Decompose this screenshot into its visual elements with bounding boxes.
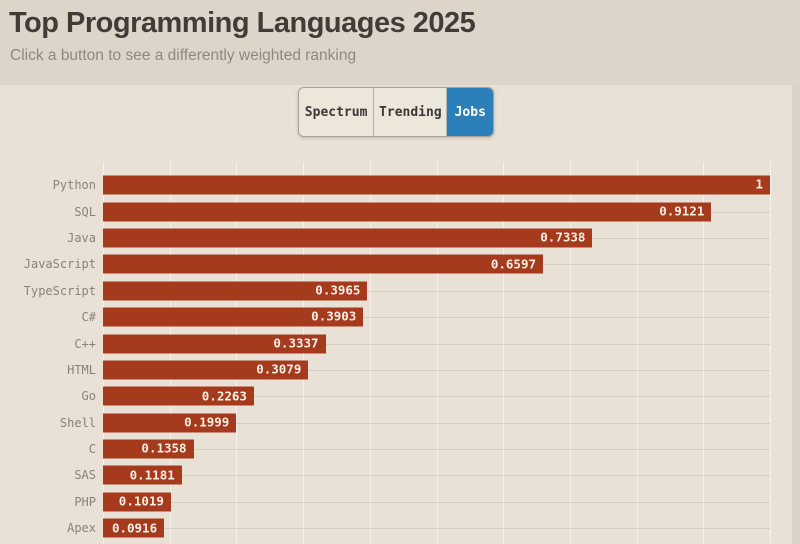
chart-row: Python 1 (0, 172, 792, 198)
bar: 0.1019 (103, 492, 171, 512)
spectrum-button[interactable]: Spectrum (299, 88, 375, 136)
chart-row: C 0.1358 (0, 436, 792, 462)
chart-row: TypeScript 0.3965 (0, 278, 792, 304)
bar: 0.9121 (103, 202, 712, 222)
bar-track: 0.1358 (103, 436, 770, 462)
bar: 0.3337 (103, 334, 326, 354)
bar-value: 0.3903 (311, 308, 357, 324)
bar-track: 0.3079 (103, 357, 770, 383)
bar: 0.2263 (103, 386, 254, 406)
bar-label: SAS (74, 468, 96, 483)
bar-track: 0.0916 (103, 515, 770, 541)
chart-row: PHP 0.1019 (0, 489, 792, 515)
bar-value: 1 (755, 176, 763, 192)
bar-value: 0.1181 (129, 467, 175, 483)
chart-row: HTML 0.3079 (0, 357, 792, 383)
page-subtitle: Click a button to see a differently weig… (10, 47, 357, 64)
bar-label: C++ (74, 336, 96, 351)
chart-row: C# 0.3903 (0, 304, 792, 330)
bar-label: Apex (67, 521, 96, 536)
bar-track: 0.1019 (103, 489, 770, 515)
bar: 0.0916 (103, 518, 165, 538)
chart-row: JavaScript 0.6597 (0, 251, 792, 277)
bar-track: 0.3337 (103, 330, 770, 356)
bar: 1 (103, 175, 770, 195)
chart-row: SQL 0.9121 (0, 198, 792, 224)
bar-track: 0.7338 (103, 225, 770, 251)
bar-label: Go (81, 389, 96, 404)
bar-value: 0.2263 (201, 388, 247, 404)
bar-label: JavaScript (23, 257, 96, 272)
bar-label: PHP (74, 494, 96, 509)
chart-row: Go 0.2263 (0, 383, 792, 409)
bar-track: 1 (103, 172, 770, 198)
bar-track: 0.3903 (103, 304, 770, 330)
bar-value: 0.0916 (111, 520, 158, 536)
bar-value: 0.1999 (184, 414, 230, 430)
bar-label: C# (81, 310, 96, 325)
bar-chart: Python 1 SQL 0.9121 Java 0.7338 JavaScript 0.65… (0, 172, 792, 541)
header: Top Programming Languages 2025 Click a b… (0, 0, 800, 85)
bar: 0.3079 (103, 360, 309, 380)
bar-track: 0.3965 (103, 278, 770, 304)
bar: 0.3903 (103, 307, 364, 327)
bar: 0.1181 (103, 465, 182, 485)
bar-track: 0.1181 (103, 462, 770, 488)
bar-value: 0.7338 (540, 229, 586, 245)
bar-label: C (88, 442, 96, 457)
weighting-button-group: Spectrum Trending Jobs (298, 87, 494, 137)
bar: 0.6597 (103, 254, 544, 274)
chart-row: Shell 0.1999 (0, 410, 792, 436)
bar: 0.1999 (103, 413, 237, 433)
bar-label: Java (67, 230, 96, 245)
bar: 0.7338 (103, 228, 593, 248)
chart-row: Apex 0.0916 (0, 515, 792, 541)
bar: 0.3965 (103, 281, 368, 301)
bar-label: Python (52, 178, 96, 193)
bar-track: 0.1999 (103, 410, 770, 436)
bar-value: 0.3965 (315, 282, 361, 298)
chart-row: Java 0.7338 (0, 225, 792, 251)
jobs-button[interactable]: Jobs (447, 88, 493, 136)
bar-value: 0.3337 (273, 335, 319, 351)
bar: 0.1358 (103, 439, 194, 459)
bar-value: 0.1019 (118, 493, 164, 509)
bar-label: SQL (74, 204, 96, 219)
bar-label: Shell (59, 415, 96, 430)
bar-value: 0.1358 (141, 440, 187, 456)
chart-panel: Spectrum Trending Jobs Python 1 SQL 0.9121 J… (0, 85, 792, 544)
chart-row: SAS 0.1181 (0, 462, 792, 488)
bar-track: 0.6597 (103, 251, 770, 277)
chart-row: C++ 0.3337 (0, 330, 792, 356)
bar-label: HTML (67, 362, 96, 377)
bar-value: 0.3079 (256, 361, 302, 377)
bar-value: 0.6597 (490, 256, 537, 272)
bar-track: 0.9121 (103, 198, 770, 224)
bar-track: 0.2263 (103, 383, 770, 409)
page-title: Top Programming Languages 2025 (9, 7, 476, 39)
trending-button[interactable]: Trending (374, 88, 448, 136)
bar-value: 0.9121 (659, 203, 705, 219)
bar-label: TypeScript (23, 283, 96, 298)
